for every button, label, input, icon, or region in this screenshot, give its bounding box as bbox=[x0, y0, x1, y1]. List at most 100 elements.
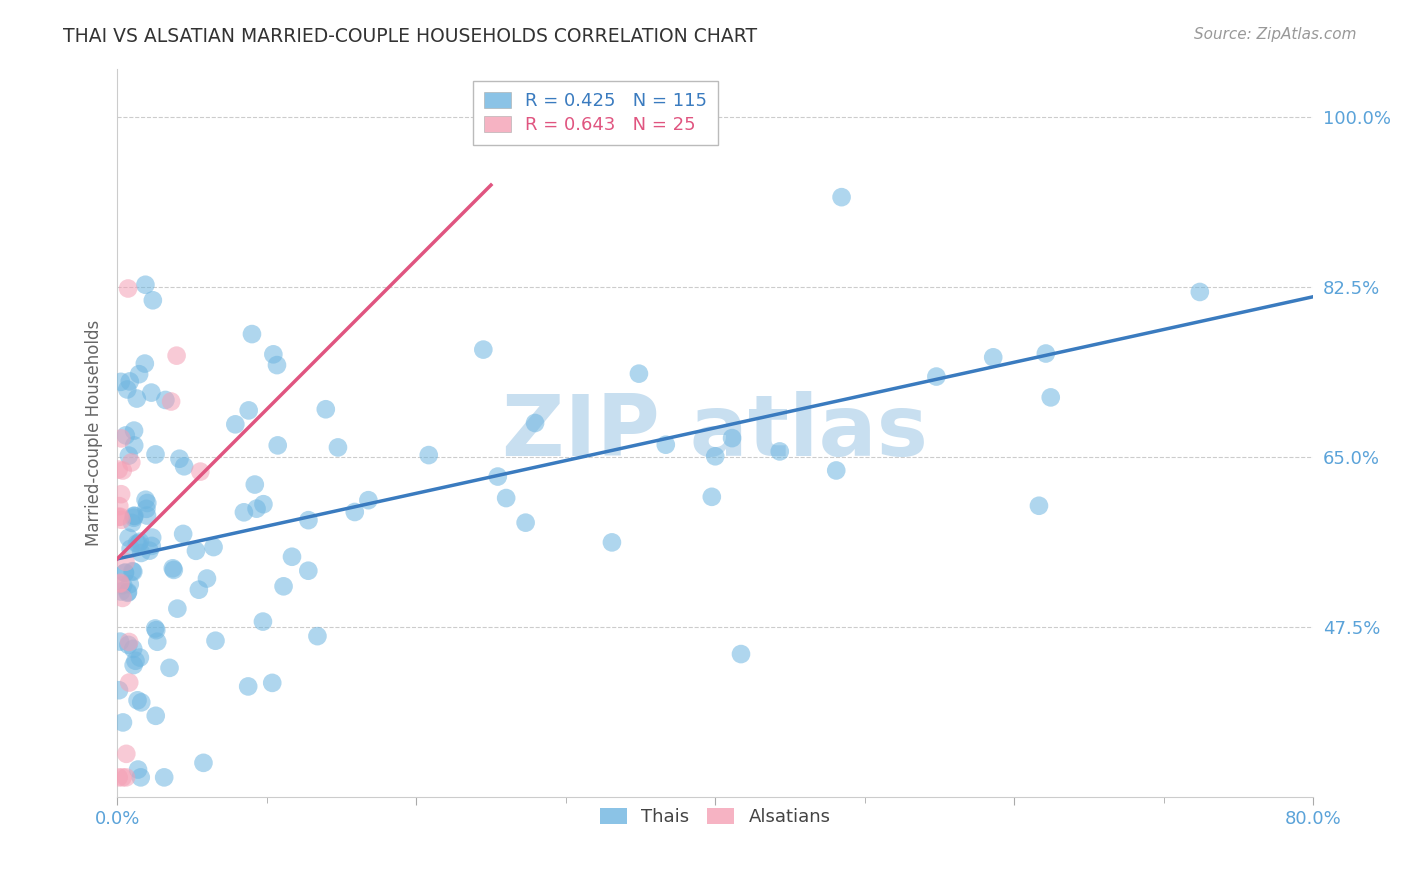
Point bbox=[561, 90, 583, 104]
Point bbox=[110, 513, 132, 527]
Point bbox=[357, 493, 380, 508]
Point bbox=[155, 392, 177, 407]
Point bbox=[495, 491, 517, 505]
Point bbox=[273, 579, 295, 593]
Point bbox=[110, 375, 132, 389]
Point bbox=[136, 508, 159, 523]
Point bbox=[195, 572, 218, 586]
Point bbox=[138, 543, 160, 558]
Point bbox=[143, 622, 166, 636]
Point bbox=[122, 438, 145, 452]
Point bbox=[110, 509, 132, 524]
Point bbox=[122, 424, 145, 438]
Point bbox=[128, 534, 150, 549]
Point bbox=[115, 747, 138, 761]
Point bbox=[224, 417, 246, 432]
Point bbox=[118, 675, 141, 690]
Point bbox=[129, 546, 152, 560]
Point bbox=[115, 770, 138, 784]
Point bbox=[117, 383, 139, 397]
Point bbox=[343, 505, 366, 519]
Point bbox=[110, 487, 132, 501]
Point bbox=[527, 90, 550, 104]
Legend: Thais, Alsatians: Thais, Alsatians bbox=[591, 798, 839, 835]
Point bbox=[184, 544, 207, 558]
Point bbox=[122, 510, 145, 524]
Point bbox=[125, 536, 148, 550]
Point bbox=[114, 566, 136, 580]
Point bbox=[114, 566, 136, 580]
Point bbox=[202, 540, 225, 554]
Point bbox=[472, 343, 495, 357]
Point bbox=[111, 715, 134, 730]
Point bbox=[721, 431, 744, 445]
Point bbox=[117, 531, 139, 545]
Point bbox=[238, 680, 260, 694]
Point bbox=[122, 641, 145, 656]
Point bbox=[108, 634, 131, 648]
Point bbox=[188, 465, 211, 479]
Point bbox=[172, 527, 194, 541]
Point bbox=[981, 351, 1004, 365]
Point bbox=[121, 516, 143, 530]
Point bbox=[262, 347, 284, 361]
Point bbox=[136, 496, 159, 510]
Point bbox=[110, 431, 132, 445]
Point bbox=[110, 584, 132, 599]
Point bbox=[297, 513, 319, 527]
Point bbox=[107, 462, 129, 476]
Point bbox=[166, 601, 188, 615]
Point bbox=[120, 455, 142, 469]
Point bbox=[600, 535, 623, 549]
Point bbox=[107, 770, 129, 784]
Point bbox=[122, 565, 145, 579]
Point bbox=[204, 633, 226, 648]
Point bbox=[146, 634, 169, 648]
Point bbox=[145, 447, 167, 461]
Point bbox=[141, 385, 163, 400]
Point bbox=[117, 585, 139, 599]
Text: Source: ZipAtlas.com: Source: ZipAtlas.com bbox=[1194, 27, 1357, 42]
Point bbox=[252, 497, 274, 511]
Point bbox=[418, 448, 440, 462]
Point bbox=[125, 392, 148, 406]
Point bbox=[128, 537, 150, 551]
Point bbox=[121, 564, 143, 578]
Point bbox=[108, 499, 131, 513]
Point bbox=[124, 508, 146, 523]
Point bbox=[122, 658, 145, 673]
Point bbox=[153, 770, 176, 784]
Point bbox=[238, 403, 260, 417]
Point bbox=[145, 708, 167, 723]
Point bbox=[117, 281, 139, 295]
Point bbox=[193, 756, 215, 770]
Point bbox=[173, 459, 195, 474]
Point bbox=[1035, 346, 1057, 360]
Point bbox=[145, 623, 167, 637]
Text: THAI VS ALSATIAN MARRIED-COUPLE HOUSEHOLDS CORRELATION CHART: THAI VS ALSATIAN MARRIED-COUPLE HOUSEHOL… bbox=[63, 27, 758, 45]
Point bbox=[925, 369, 948, 384]
Point bbox=[120, 541, 142, 556]
Point bbox=[108, 683, 131, 698]
Point bbox=[112, 578, 135, 592]
Point bbox=[127, 763, 149, 777]
Point bbox=[141, 531, 163, 545]
Point bbox=[114, 555, 136, 569]
Point bbox=[159, 661, 181, 675]
Point bbox=[162, 561, 184, 575]
Point bbox=[142, 293, 165, 308]
Point bbox=[117, 638, 139, 652]
Point bbox=[281, 549, 304, 564]
Point bbox=[700, 490, 723, 504]
Point bbox=[515, 516, 537, 530]
Point bbox=[243, 477, 266, 491]
Point bbox=[262, 676, 284, 690]
Point bbox=[187, 582, 209, 597]
Point bbox=[831, 190, 853, 204]
Point bbox=[769, 444, 792, 458]
Point bbox=[114, 428, 136, 442]
Point bbox=[297, 564, 319, 578]
Point bbox=[124, 654, 146, 668]
Point bbox=[118, 375, 141, 389]
Point bbox=[730, 647, 752, 661]
